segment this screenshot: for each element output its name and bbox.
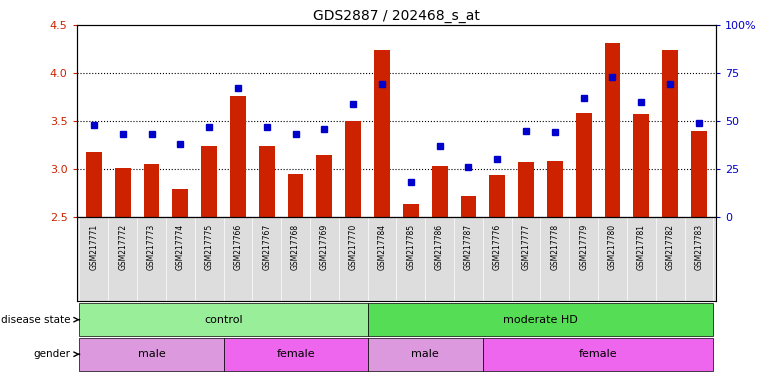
Text: GSM217776: GSM217776 bbox=[493, 224, 502, 270]
Bar bbox=[604, 43, 620, 217]
Text: male: male bbox=[411, 349, 439, 359]
Bar bbox=[259, 146, 275, 217]
Text: GSM217774: GSM217774 bbox=[176, 224, 185, 270]
Bar bbox=[662, 50, 678, 217]
Text: GSM217784: GSM217784 bbox=[378, 224, 387, 270]
Text: GSM217775: GSM217775 bbox=[205, 224, 214, 270]
Text: male: male bbox=[138, 349, 165, 359]
Bar bbox=[368, 303, 713, 336]
Bar bbox=[345, 121, 361, 217]
Bar bbox=[403, 204, 419, 217]
Bar bbox=[432, 166, 447, 217]
Bar bbox=[316, 155, 332, 217]
Bar bbox=[547, 161, 563, 217]
Bar bbox=[201, 146, 217, 217]
Text: GSM217787: GSM217787 bbox=[464, 224, 473, 270]
Text: GSM217777: GSM217777 bbox=[522, 224, 531, 270]
Text: GSM217781: GSM217781 bbox=[637, 224, 646, 270]
Text: GSM217782: GSM217782 bbox=[666, 224, 675, 270]
Bar bbox=[230, 96, 246, 217]
Text: GSM217766: GSM217766 bbox=[234, 224, 243, 270]
Text: female: female bbox=[579, 349, 617, 359]
Bar bbox=[460, 196, 476, 217]
Text: GSM217783: GSM217783 bbox=[695, 224, 703, 270]
Text: GSM217779: GSM217779 bbox=[579, 224, 588, 270]
Bar bbox=[374, 50, 390, 217]
Title: GDS2887 / 202468_s_at: GDS2887 / 202468_s_at bbox=[313, 8, 480, 23]
Bar bbox=[86, 152, 102, 217]
Text: GSM217780: GSM217780 bbox=[608, 224, 617, 270]
Text: GSM217785: GSM217785 bbox=[406, 224, 415, 270]
Bar bbox=[288, 174, 303, 217]
Bar bbox=[172, 189, 188, 217]
Bar bbox=[115, 168, 131, 217]
Text: GSM217772: GSM217772 bbox=[118, 224, 127, 270]
Text: female: female bbox=[277, 349, 315, 359]
Text: GSM217771: GSM217771 bbox=[90, 224, 98, 270]
Bar bbox=[518, 162, 534, 217]
Text: GSM217770: GSM217770 bbox=[349, 224, 358, 270]
Text: GSM217769: GSM217769 bbox=[320, 224, 329, 270]
Text: GSM217786: GSM217786 bbox=[435, 224, 444, 270]
Bar bbox=[691, 131, 707, 217]
Text: moderate HD: moderate HD bbox=[503, 314, 578, 325]
Bar bbox=[576, 113, 591, 217]
Bar bbox=[368, 338, 483, 371]
Bar bbox=[489, 175, 505, 217]
Bar bbox=[633, 114, 650, 217]
Text: GSM217768: GSM217768 bbox=[291, 224, 300, 270]
Bar bbox=[80, 338, 224, 371]
Bar bbox=[80, 303, 368, 336]
Text: GSM217767: GSM217767 bbox=[262, 224, 271, 270]
Bar bbox=[224, 338, 368, 371]
Text: disease state: disease state bbox=[1, 314, 70, 325]
Bar bbox=[143, 164, 159, 217]
Bar bbox=[483, 338, 713, 371]
Text: control: control bbox=[205, 314, 243, 325]
Text: gender: gender bbox=[33, 349, 70, 359]
Text: GSM217773: GSM217773 bbox=[147, 224, 156, 270]
Text: GSM217778: GSM217778 bbox=[550, 224, 559, 270]
